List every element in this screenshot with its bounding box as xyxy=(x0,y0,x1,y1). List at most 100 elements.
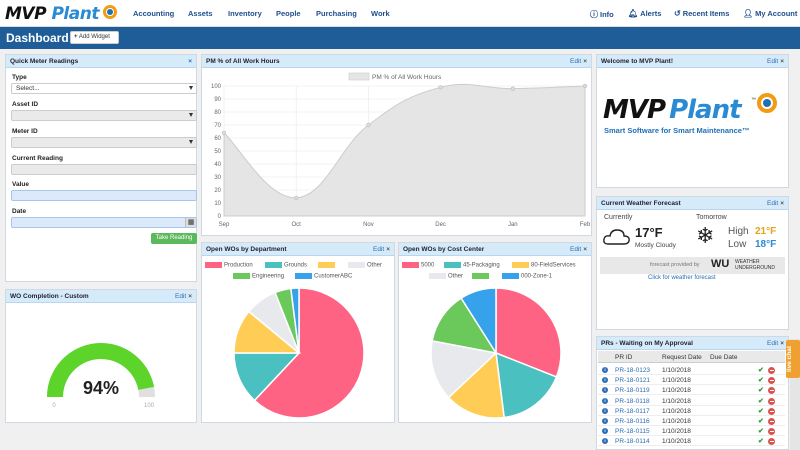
close-icon[interactable]: × xyxy=(386,246,390,253)
asset-id-select[interactable] xyxy=(11,110,197,121)
approve-icon[interactable]: ✔ xyxy=(758,418,764,425)
pr-id-link[interactable]: PR-18-0114 xyxy=(615,438,650,446)
nav-inventory[interactable]: Inventory xyxy=(228,9,262,18)
table-row[interactable]: i PR-18-0116 1/10/2018 ✔ xyxy=(598,416,785,426)
data-point[interactable] xyxy=(582,83,588,89)
table-row[interactable]: i PR-18-0117 1/10/2018 ✔ xyxy=(598,406,785,416)
approve-icon[interactable]: ✔ xyxy=(758,377,764,385)
col-pr-id[interactable]: PR ID xyxy=(615,354,633,361)
edit-link[interactable]: Edit xyxy=(767,58,779,65)
col-due-date[interactable]: Due Date xyxy=(710,354,738,361)
table-row[interactable]: i PR-18-0121 1/10/2018 ✔ xyxy=(598,375,785,386)
approve-icon[interactable]: ✔ xyxy=(758,367,764,374)
reject-icon[interactable] xyxy=(768,397,775,405)
nav-recent-items[interactable]: ↺ Recent Items xyxy=(674,9,729,18)
info-icon[interactable]: i xyxy=(602,438,608,445)
data-point[interactable] xyxy=(221,130,227,135)
close-icon[interactable]: × xyxy=(780,200,784,207)
info-icon[interactable]: i xyxy=(602,397,608,404)
pr-id-link[interactable]: PR-18-0121 xyxy=(615,377,651,385)
legend-item[interactable] xyxy=(318,262,337,269)
edit-link[interactable]: Edit xyxy=(767,200,779,207)
pie-slice[interactable] xyxy=(290,287,300,354)
legend-item[interactable]: 45-Packaging xyxy=(444,262,500,269)
edit-link[interactable]: Edit xyxy=(570,58,582,65)
approve-icon[interactable]: ✔ xyxy=(758,428,764,436)
info-icon[interactable]: i xyxy=(602,387,608,394)
nav-work[interactable]: Work xyxy=(371,9,390,18)
edit-link[interactable]: Edit xyxy=(570,246,582,253)
reject-icon[interactable] xyxy=(768,377,775,385)
pr-id-link[interactable]: PR-18-0118 xyxy=(615,397,650,405)
pie-slice[interactable] xyxy=(460,287,497,356)
legend-item[interactable]: Engineering xyxy=(233,273,284,280)
nav-info[interactable]: ⓘ Info xyxy=(590,9,614,20)
info-icon[interactable]: i xyxy=(602,428,608,435)
data-point[interactable] xyxy=(510,86,515,91)
legend-item[interactable]: Other xyxy=(348,262,382,269)
reject-icon[interactable] xyxy=(768,428,775,436)
approve-icon[interactable]: ✔ xyxy=(758,407,764,415)
reject-icon[interactable] xyxy=(768,438,775,446)
pie-slice[interactable] xyxy=(495,287,562,378)
close-icon[interactable]: × xyxy=(583,246,587,253)
info-icon[interactable]: i xyxy=(602,407,608,414)
reject-icon[interactable] xyxy=(768,387,775,395)
approve-icon[interactable]: ✔ xyxy=(758,438,764,446)
approve-icon[interactable]: ✔ xyxy=(758,397,764,405)
type-select[interactable]: Select... xyxy=(11,83,197,94)
scrollbar[interactable] xyxy=(790,339,800,450)
reject-icon[interactable] xyxy=(768,367,775,374)
reject-icon[interactable] xyxy=(768,418,775,425)
pr-id-link[interactable]: PR-18-0117 xyxy=(615,407,650,415)
edit-link[interactable]: Edit xyxy=(767,340,779,347)
pr-id-link[interactable]: PR-18-0115 xyxy=(615,428,650,436)
legend-item[interactable]: Other xyxy=(429,273,463,280)
pie-slice[interactable] xyxy=(253,287,365,419)
approve-icon[interactable]: ✔ xyxy=(758,387,764,395)
edit-link[interactable]: Edit xyxy=(373,246,385,253)
legend-item[interactable]: Grounds xyxy=(265,262,307,269)
data-point[interactable] xyxy=(294,195,299,200)
date-field[interactable]: ▦ xyxy=(11,217,197,228)
legend-item[interactable]: 000-Zone-1 xyxy=(502,273,552,280)
live-chat-button[interactable]: live chat xyxy=(786,340,800,378)
info-icon[interactable]: i xyxy=(602,367,608,373)
take-reading-button[interactable]: Take Reading xyxy=(151,233,197,244)
table-row[interactable]: i PR-18-0114 1/10/2018 ✔ xyxy=(598,436,785,447)
nav-alerts[interactable]: 🔔︎ Alerts xyxy=(628,9,661,18)
close-icon[interactable]: × xyxy=(780,58,784,65)
close-icon[interactable]: × xyxy=(583,58,587,65)
pie-slice[interactable] xyxy=(495,351,558,419)
legend-item[interactable]: 5000 xyxy=(402,262,434,269)
nav-people[interactable]: People xyxy=(276,9,301,18)
pie-slice[interactable] xyxy=(430,339,498,399)
current-reading-field[interactable] xyxy=(11,164,197,175)
close-icon[interactable]: × xyxy=(780,340,784,347)
pie-slice[interactable] xyxy=(447,351,505,419)
table-row[interactable]: i PR-18-0119 1/10/2018 ✔ xyxy=(598,385,785,396)
reject-icon[interactable] xyxy=(768,407,775,415)
table-row[interactable]: i PR-18-0118 1/10/2018 ✔ xyxy=(598,396,785,406)
pr-id-link[interactable]: PR-18-0123 xyxy=(615,367,651,374)
mvp-plant-logo[interactable]: MVP Plant xyxy=(5,4,117,24)
info-icon[interactable]: i xyxy=(602,377,608,384)
nav-my-account[interactable]: 👤︎ My Account xyxy=(743,9,797,18)
data-point[interactable] xyxy=(438,85,443,90)
calendar-icon[interactable]: ▦ xyxy=(185,218,196,227)
nav-purchasing[interactable]: Purchasing xyxy=(316,9,357,18)
nav-accounting[interactable]: Accounting xyxy=(133,9,175,18)
legend-item[interactable]: Production xyxy=(205,262,253,269)
col-request-date[interactable]: Request Date xyxy=(662,354,702,361)
table-row[interactable]: i PR-18-0115 1/10/2018 ✔ xyxy=(598,426,785,437)
legend-item[interactable] xyxy=(472,273,491,280)
table-row[interactable]: i PR-18-0123 1/10/2018 ✔ xyxy=(598,365,785,375)
data-point[interactable] xyxy=(366,122,371,128)
close-icon[interactable]: × xyxy=(188,58,192,65)
pr-id-link[interactable]: PR-18-0116 xyxy=(615,418,650,425)
value-field[interactable] xyxy=(11,190,197,201)
meter-id-select[interactable] xyxy=(11,137,197,148)
nav-assets[interactable]: Assets xyxy=(188,9,213,18)
wu-banner[interactable]: forecast provided by WU WEATHER UNDERGROU… xyxy=(600,257,785,274)
pr-id-link[interactable]: PR-18-0119 xyxy=(615,387,650,395)
